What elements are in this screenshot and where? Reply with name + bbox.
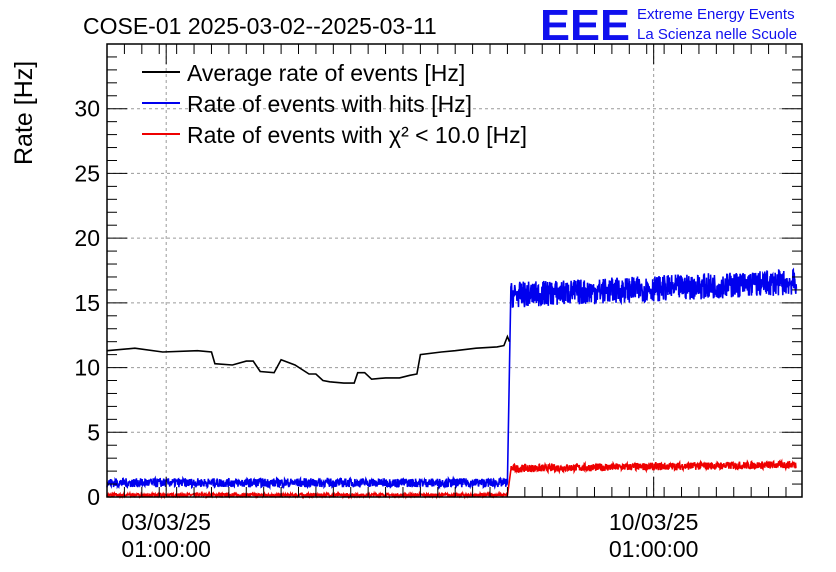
legend: Average rate of events [Hz] Rate of even… — [142, 60, 527, 148]
logo-line-2: La Scienza nelle Scuole — [637, 26, 797, 43]
x-tick-time: 01:00:00 — [121, 536, 211, 562]
y-tick-label: 20 — [74, 225, 100, 251]
series-layer — [106, 267, 798, 500]
legend-label-chi2: Rate of events with χ² < 10.0 [Hz] — [187, 122, 527, 148]
series-hits-line — [106, 267, 798, 491]
legend-label-hits: Rate of events with hits [Hz] — [187, 91, 472, 117]
x-tick-time: 01:00:00 — [609, 536, 699, 562]
y-tick-label: 25 — [74, 160, 100, 186]
x-tick-date: 10/03/25 — [609, 509, 699, 535]
series-chi2-line — [106, 458, 797, 500]
grid-lines — [107, 44, 802, 497]
y-tick-label: 0 — [87, 484, 100, 510]
legend-label-average: Average rate of events [Hz] — [187, 60, 465, 86]
y-tick-label: 15 — [74, 290, 100, 316]
y-tick-label: 5 — [87, 419, 100, 445]
chart-title: COSE-01 2025-03-02--2025-03-11 — [83, 13, 437, 39]
y-tick-labels: 0 5 10 15 20 25 30 — [74, 96, 100, 510]
eee-logo-mark: EEE — [540, 1, 630, 50]
y-tick-label: 30 — [74, 96, 100, 122]
x-tick-date: 03/03/25 — [121, 509, 211, 535]
y-axis-label: Rate [Hz] — [10, 61, 38, 165]
logo-line-1: Extreme Energy Events — [637, 6, 795, 23]
y-tick-label: 10 — [74, 355, 100, 381]
plot-frame — [106, 43, 803, 498]
series-average-line — [106, 334, 511, 384]
axis-ticks — [106, 44, 802, 498]
